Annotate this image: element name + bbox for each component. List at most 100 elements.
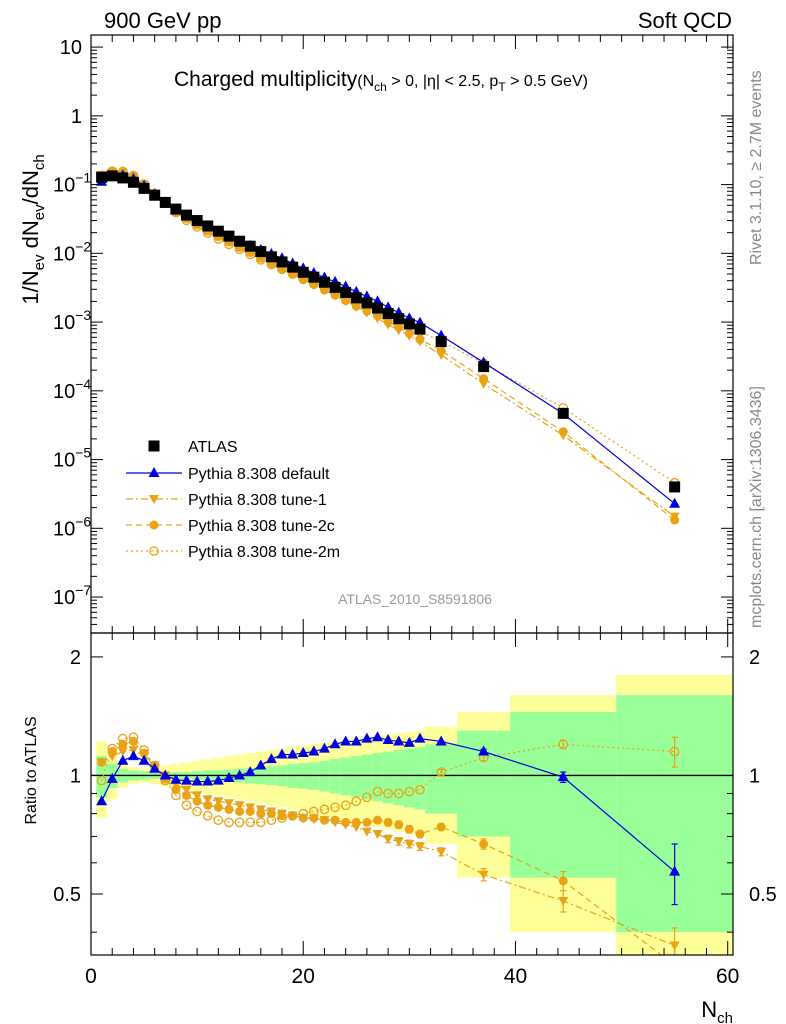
ratio-point	[212, 774, 224, 785]
band-inner-segment	[372, 753, 383, 802]
ratio-point	[361, 732, 373, 743]
ratio-point	[202, 775, 214, 786]
atlas-point	[287, 261, 299, 273]
legend-marker	[149, 520, 159, 530]
ratio-point	[118, 739, 128, 749]
band-inner-segment	[319, 760, 330, 792]
ratio-point	[244, 766, 256, 777]
atlas-point	[382, 308, 394, 320]
y-tick-label: 10−4	[53, 376, 91, 403]
ratio-point	[393, 735, 405, 746]
ratio-point	[362, 817, 372, 827]
ratio-tick-label-right: 0.5	[749, 884, 777, 906]
atlas-point	[106, 170, 118, 182]
legend-label: Pythia 8.308 tune-2c	[188, 518, 335, 535]
y-tick-label: 10−5	[53, 445, 91, 472]
ratio-point	[435, 735, 447, 746]
ratio-point	[404, 839, 415, 849]
ratio-point	[361, 827, 372, 837]
ratio-point	[277, 811, 287, 821]
ratio-point	[224, 804, 234, 814]
ratio-point	[351, 817, 361, 827]
ratio-point	[669, 746, 680, 757]
atlas-point	[329, 281, 341, 293]
ratio-point	[297, 747, 309, 758]
ratio-point	[319, 815, 329, 825]
atlas-point	[372, 302, 384, 314]
ratio-tick-label-left: 2	[70, 647, 81, 669]
ratio-point	[382, 734, 394, 745]
legend-label: Pythia 8.308 default	[188, 466, 330, 483]
ratio-point	[234, 801, 245, 811]
main-point	[362, 306, 372, 316]
ratio-point	[224, 817, 234, 828]
ratio-point	[309, 813, 319, 823]
ratio-point	[149, 762, 161, 773]
ratio-point	[192, 796, 202, 806]
ratio-point	[383, 817, 393, 827]
ratio-point	[203, 800, 213, 810]
main-point	[558, 427, 568, 437]
y-tick-label: 1	[71, 106, 82, 128]
y-tick-label: 10−1	[53, 170, 91, 197]
legend: ATLAS Pythia 8.308 default Pythia 8.308 tu…	[126, 439, 340, 561]
title-part: > 0, |η| < 2.5, p	[387, 73, 499, 90]
y-tick-exponent: −1	[75, 170, 91, 186]
ratio-point	[340, 800, 351, 811]
atlas-point	[393, 313, 405, 325]
ratio-point	[340, 735, 352, 746]
ratio-point	[192, 791, 203, 801]
main-point	[394, 322, 404, 332]
ratio-point	[202, 795, 213, 805]
ratio-point	[557, 771, 569, 782]
x-tick-label: 20	[292, 965, 315, 988]
ratio-point	[107, 747, 117, 757]
atlas-point	[127, 176, 139, 188]
y-tick-exponent: −6	[75, 513, 91, 529]
ratio-point	[669, 865, 681, 876]
atlas-point	[478, 361, 490, 373]
atlas-point	[159, 196, 171, 208]
ratio-point	[319, 804, 330, 815]
y-axis-label-part: /dN	[18, 170, 43, 204]
ratio-point	[182, 790, 192, 800]
band-inner-segment	[361, 754, 373, 800]
x-tick-label: 40	[504, 965, 527, 988]
band-inner-segment	[510, 711, 617, 878]
atlas-point	[318, 276, 330, 288]
ratio-point	[479, 839, 489, 849]
ratio-point	[403, 736, 415, 747]
atlas-point	[202, 220, 214, 232]
ratio-point	[558, 876, 568, 886]
ratio-point	[414, 732, 426, 743]
ratio-point	[362, 792, 372, 803]
ratio-point	[245, 806, 255, 816]
main-point	[479, 374, 489, 384]
atlas-point	[138, 182, 150, 194]
atlas-point	[414, 323, 426, 335]
chart-title-cuts: (Nch > 0, |η| < 2.5, pT > 0.5 GeV)	[357, 73, 588, 94]
atlas-point	[149, 189, 161, 201]
legend-label: ATLAS	[188, 439, 238, 456]
ratio-point	[436, 847, 447, 857]
y-axis-label-sub: ev	[31, 254, 48, 270]
title-sub: ch	[374, 80, 387, 94]
x-axis-label: Nch	[701, 997, 733, 1024]
ratio-point	[235, 806, 245, 816]
atlas-point	[96, 171, 108, 183]
x-axis-label-sub: ch	[717, 1010, 733, 1024]
ratio-point	[478, 745, 490, 756]
atlas-point	[350, 292, 362, 304]
ratio-point	[191, 775, 203, 786]
ratio-point	[415, 829, 425, 839]
ratio-point	[192, 806, 202, 817]
legend-marker	[148, 440, 160, 452]
y-tick-exponent: −3	[75, 307, 91, 323]
atlas-point	[255, 246, 267, 258]
ratio-point	[106, 772, 118, 783]
y-axis-label: 1/Nev dNev/dNch	[18, 154, 48, 304]
legend-label: Pythia 8.308 tune-2m	[188, 544, 340, 561]
ratio-point	[330, 802, 340, 813]
band-inner-segment	[414, 747, 426, 810]
ratio-point	[159, 769, 171, 780]
